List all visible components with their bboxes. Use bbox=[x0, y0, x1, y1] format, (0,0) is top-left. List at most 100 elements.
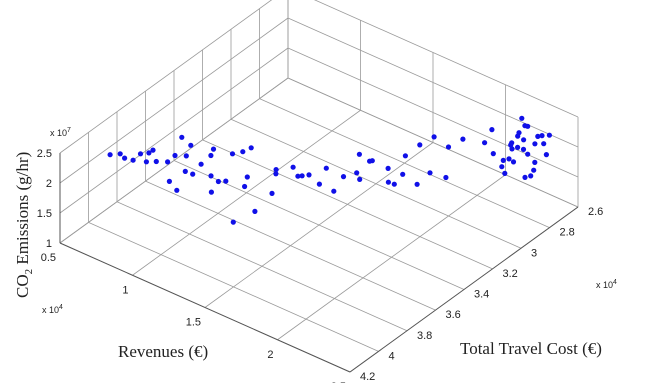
floor-grid-line bbox=[173, 160, 465, 290]
data-point bbox=[499, 164, 505, 170]
data-point bbox=[165, 159, 171, 165]
data-point bbox=[357, 176, 363, 182]
data-point bbox=[354, 170, 360, 176]
data-point bbox=[244, 174, 250, 180]
data-point bbox=[299, 173, 305, 179]
axis-box bbox=[59, 153, 579, 373]
data-point bbox=[525, 151, 531, 157]
data-point bbox=[223, 178, 229, 184]
floor-grid-line bbox=[259, 98, 550, 228]
data-point bbox=[190, 171, 196, 177]
data-point bbox=[146, 150, 152, 156]
back-wall-grid-line bbox=[59, 47, 289, 214]
x-multiplier: x 104 bbox=[42, 304, 63, 315]
side-wall-grid-line bbox=[313, 0, 579, 118]
y-axis-line bbox=[349, 206, 579, 373]
data-points bbox=[107, 115, 553, 225]
data-point bbox=[445, 144, 452, 150]
data-point bbox=[541, 141, 547, 147]
data-point bbox=[535, 133, 541, 139]
y-tick-label: 2.6 bbox=[588, 206, 603, 218]
data-point bbox=[179, 134, 185, 140]
data-point bbox=[183, 153, 189, 159]
y-axis-title: Total Travel Cost (€) bbox=[460, 339, 602, 358]
data-point bbox=[198, 161, 204, 167]
data-point bbox=[208, 152, 214, 159]
data-point bbox=[248, 145, 254, 151]
floor-grid-line bbox=[116, 201, 408, 332]
data-point bbox=[107, 152, 113, 158]
data-point bbox=[166, 178, 172, 184]
data-point bbox=[490, 151, 496, 157]
floor-grid-line bbox=[145, 180, 436, 311]
data-point bbox=[522, 174, 528, 180]
data-point bbox=[531, 167, 537, 173]
data-point bbox=[137, 151, 144, 157]
data-point bbox=[502, 170, 508, 176]
y-tick-label: 3.4 bbox=[474, 289, 489, 301]
data-point bbox=[546, 132, 553, 138]
back-wall-grid-line bbox=[59, 77, 289, 244]
data-point bbox=[385, 165, 391, 171]
floor-grid-line bbox=[202, 139, 493, 270]
x-tick-label: 1.5 bbox=[186, 317, 201, 329]
data-point bbox=[208, 189, 214, 195]
data-point bbox=[269, 190, 275, 196]
data-point bbox=[273, 171, 279, 177]
data-point bbox=[539, 133, 545, 139]
data-point bbox=[331, 188, 337, 194]
data-point bbox=[188, 142, 194, 148]
data-point bbox=[316, 181, 322, 187]
x-tick-label: 1 bbox=[122, 284, 128, 296]
data-point bbox=[143, 159, 149, 165]
tick-labels: 0.5 1 1.5 2 2.5 2.6 2.8 3 3.2 3.4 3.6 3.8 4 4.2 1 1.5 2 2… bbox=[37, 148, 604, 383]
data-point bbox=[532, 141, 538, 147]
y-tick-label: 3 bbox=[531, 247, 537, 259]
back-wall-grid-line bbox=[59, 17, 289, 184]
data-point bbox=[482, 140, 488, 146]
data-point bbox=[417, 142, 423, 148]
data-point bbox=[521, 137, 527, 143]
x-tick-label: 2 bbox=[267, 349, 273, 361]
data-point bbox=[229, 151, 236, 157]
data-point bbox=[400, 171, 406, 177]
data-point bbox=[290, 164, 296, 170]
data-point bbox=[230, 219, 236, 225]
data-point bbox=[172, 152, 178, 159]
data-point bbox=[273, 167, 279, 173]
data-point bbox=[431, 134, 437, 140]
data-point bbox=[509, 140, 515, 146]
side-wall-grid-line bbox=[287, 77, 579, 208]
data-point bbox=[500, 157, 506, 163]
z-tick-label: 2.5 bbox=[37, 148, 52, 160]
floor-grid-line bbox=[88, 222, 379, 352]
data-point bbox=[519, 115, 525, 121]
z-tick-label: 1 bbox=[46, 238, 52, 250]
x-axis-title: Revenues (€) bbox=[118, 342, 208, 361]
data-point bbox=[122, 155, 128, 161]
data-point bbox=[543, 152, 550, 158]
data-point bbox=[532, 159, 538, 165]
z-multiplier: x 107 bbox=[50, 127, 71, 138]
data-point bbox=[443, 174, 449, 181]
y-tick-label: 4.2 bbox=[360, 371, 375, 383]
data-point bbox=[367, 158, 373, 164]
data-point bbox=[427, 170, 433, 176]
data-point bbox=[522, 123, 528, 129]
floor-grid-line bbox=[230, 118, 522, 249]
data-point bbox=[306, 172, 312, 178]
data-point bbox=[130, 157, 136, 163]
y-tick-label: 3.8 bbox=[417, 330, 432, 342]
data-point bbox=[252, 208, 258, 214]
data-point bbox=[385, 179, 391, 185]
data-point bbox=[182, 168, 188, 174]
data-point bbox=[208, 173, 214, 179]
data-point bbox=[150, 147, 156, 153]
data-point bbox=[391, 181, 397, 187]
data-point bbox=[215, 178, 221, 185]
y-tick-label: 4 bbox=[389, 350, 395, 362]
data-point bbox=[295, 173, 301, 179]
data-point bbox=[460, 136, 466, 142]
data-point bbox=[489, 127, 495, 133]
